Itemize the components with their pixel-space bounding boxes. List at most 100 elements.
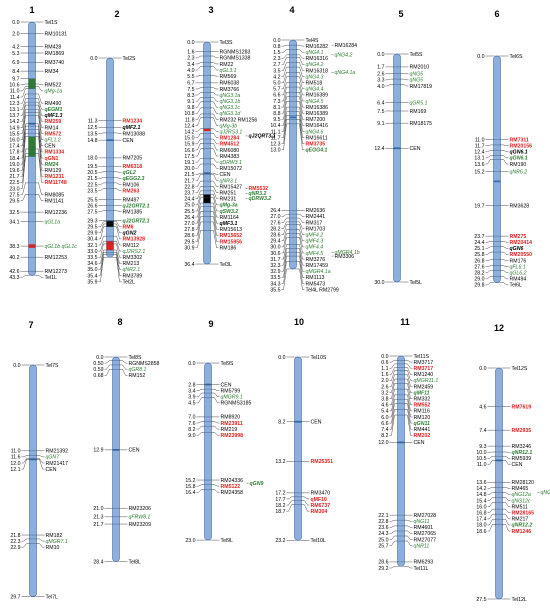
- position-leader: [195, 101, 204, 108]
- name-leader: [404, 363, 413, 369]
- marker-name: RM2010: [410, 65, 430, 71]
- marker-name: RM27028: [414, 513, 437, 519]
- marker-name: qNR2.1: [123, 267, 141, 273]
- name-leader: [210, 138, 219, 145]
- name-leader: [404, 370, 413, 381]
- marker-name: RM15613: [220, 227, 243, 233]
- marker-name: qJ2RS3.1: [220, 129, 243, 135]
- side-label: qNG4.1a: [335, 70, 356, 76]
- marker-position: 3.5: [273, 68, 280, 74]
- marker-position: 29.9: [87, 231, 97, 237]
- marker-position: 2.3: [273, 56, 280, 62]
- position-leader: [389, 403, 398, 424]
- marker-position: 13.6: [476, 480, 486, 486]
- position-leader: [281, 106, 290, 126]
- marker-position: 4.2: [273, 74, 280, 80]
- name-leader: [210, 101, 219, 108]
- name-leader: [35, 275, 44, 278]
- position-leader: [389, 525, 398, 528]
- marker-name: Tel7L: [46, 594, 59, 600]
- marker-name: RM3717: [414, 360, 434, 366]
- qtl-segment: [203, 128, 211, 132]
- name-leader: [35, 129, 44, 159]
- marker-name: Tel12L: [512, 597, 527, 603]
- marker-name: qGL2: [123, 170, 136, 176]
- name-leader: [113, 171, 122, 173]
- name-leader: [502, 513, 511, 520]
- name-leader: [119, 369, 128, 376]
- marker-position: 1.6: [381, 372, 388, 378]
- name-leader: [35, 194, 44, 201]
- marker-position: 11.3: [88, 119, 98, 125]
- marker-name: RM3717: [414, 366, 434, 372]
- name-leader: [404, 566, 413, 569]
- marker-name: qMF3.1: [220, 221, 238, 227]
- marker-name: qNG3.1d: [220, 111, 242, 117]
- name-leader: [210, 66, 219, 71]
- marker-name: RM1234: [123, 119, 143, 125]
- marker-position: 22.5: [9, 180, 19, 186]
- marker-position: 24.4: [184, 197, 194, 203]
- marker-name: RM4601: [414, 525, 434, 531]
- position-leader: [195, 172, 204, 175]
- name-leader: [296, 72, 305, 83]
- marker-position: 2.6: [381, 384, 388, 390]
- marker-position: 32.1: [87, 243, 97, 249]
- marker-name: RM1141: [45, 199, 64, 205]
- marker-position: 12.5: [87, 125, 97, 131]
- marker-position: 8.4: [12, 69, 19, 75]
- position-leader: [195, 62, 204, 65]
- name-leader: [502, 502, 511, 507]
- position-leader: [21, 538, 30, 542]
- marker-name: qGN7: [46, 455, 61, 461]
- marker-name: RM275: [510, 234, 527, 240]
- marker-name: qGL6.2: [510, 271, 527, 277]
- marker-position: 29.0: [474, 277, 484, 283]
- name-leader: [36, 538, 45, 542]
- marker-position: 18.7: [275, 509, 285, 515]
- marker-name: RM7205: [123, 156, 143, 162]
- position-leader: [281, 111, 290, 132]
- marker-position: 0.6: [381, 360, 388, 366]
- marker-name: RM16389: [306, 93, 329, 99]
- marker-name: qGN6.1: [510, 156, 528, 162]
- marker-position: 34.1: [9, 219, 19, 225]
- marker-position: 3.8: [381, 397, 388, 403]
- marker-name: Tel5L: [410, 280, 423, 286]
- marker-name: qMF4.3: [306, 239, 324, 245]
- marker-name: qGR8.1: [129, 367, 147, 373]
- marker-name: qNG3.1a: [220, 93, 241, 99]
- marker-name: RM21392: [46, 449, 69, 455]
- marker-position: 20.0: [184, 166, 194, 172]
- marker-position: 21.7: [184, 178, 194, 184]
- marker-position: 43.3: [9, 275, 19, 281]
- marker-name: RM12253: [45, 255, 68, 261]
- marker-position: 13.2: [275, 459, 285, 465]
- name-leader: [36, 458, 45, 464]
- marker-name: Tel5S: [410, 52, 424, 58]
- position-leader: [195, 113, 204, 120]
- name-leader: [301, 496, 310, 500]
- marker-name: qNR12.2: [512, 523, 533, 529]
- marker-name: RM4512: [220, 142, 240, 148]
- marker-position: 22.5: [87, 182, 97, 188]
- marker-name: RGNMS2858: [129, 361, 160, 367]
- marker-name: RM12273: [45, 269, 68, 275]
- qtl-segment: [106, 241, 114, 251]
- marker-position: 28.4: [93, 559, 103, 565]
- name-leader: [210, 194, 219, 206]
- chromosome-12: 12 0.0 Tel12S 4.6 RM7619 7.4 RM2935 9.3 RM3246 10…: [476, 323, 550, 603]
- position-leader: [485, 276, 494, 279]
- marker-position: 29.8: [474, 283, 484, 289]
- marker-name: RM28120: [512, 480, 535, 486]
- position-leader: [281, 101, 290, 120]
- marker-position: 30.6: [270, 251, 280, 257]
- position-leader: [485, 246, 494, 249]
- name-leader: [404, 394, 413, 412]
- marker-position: 19.7: [474, 204, 484, 210]
- name-leader: [210, 197, 219, 212]
- side-label: qMGR4.1b: [335, 250, 360, 256]
- marker-position: 21.7: [9, 174, 19, 180]
- position-leader: [196, 484, 205, 487]
- marker-name: RM23206: [129, 506, 152, 512]
